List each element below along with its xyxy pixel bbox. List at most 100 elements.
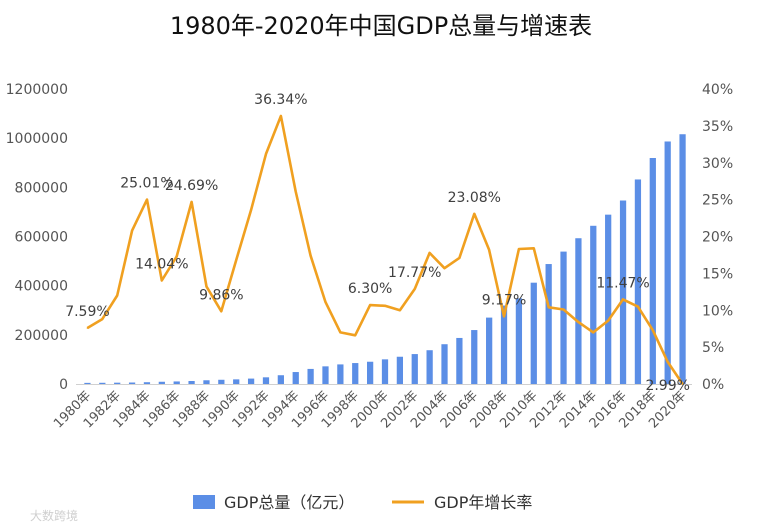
gdp-bar — [679, 134, 686, 384]
y-left-tick-label: 1000000 — [6, 131, 68, 147]
growth-point — [473, 212, 476, 215]
y-right-tick-label: 40% — [702, 82, 733, 98]
watermark-text: 大数跨境 — [30, 508, 78, 523]
y-right-tick-label: 30% — [702, 156, 733, 172]
gdp-bar — [322, 366, 329, 384]
growth-point — [235, 259, 238, 261]
growth-data-label: 7.59% — [65, 304, 109, 320]
growth-data-label: 17.77% — [388, 265, 441, 281]
y-left-tick-label: 0 — [59, 377, 68, 393]
growth-point — [592, 331, 595, 334]
gdp-bar — [84, 382, 91, 384]
y-left-tick-label: 400000 — [15, 279, 68, 295]
gdp-bar — [575, 238, 582, 384]
gdp-bar — [396, 356, 404, 384]
gdp-bar — [203, 380, 210, 384]
growth-point — [175, 255, 178, 258]
growth-point — [562, 308, 565, 311]
gdp-bar — [292, 372, 299, 384]
gdp-bar — [337, 364, 344, 384]
growth-point — [309, 254, 312, 257]
growth-line-series — [86, 114, 684, 385]
legend-bar-swatch — [193, 495, 215, 509]
gdp-bar — [426, 350, 433, 384]
y-left-tick-label: 800000 — [15, 180, 68, 196]
growth-point — [220, 310, 223, 313]
y-right-tick-label: 10% — [702, 303, 733, 319]
growth-point — [488, 248, 490, 251]
y-left-tick-label: 1200000 — [6, 82, 68, 98]
gdp-bar — [143, 382, 151, 384]
gdp-bar — [307, 368, 314, 384]
growth-point — [190, 201, 193, 203]
growth-point — [369, 304, 371, 306]
gdp-bar — [515, 298, 523, 384]
gdp-bar — [114, 382, 121, 384]
x-axis-ticks: 1980年1982年1984年1986年1988年1990年1992年1994年… — [51, 388, 689, 431]
growth-data-label: 24.69% — [165, 178, 218, 194]
growth-point — [101, 318, 104, 320]
growth-point — [443, 267, 446, 270]
y-right-tick-label: 35% — [702, 119, 733, 135]
gdp-bar — [262, 377, 270, 384]
gdp-bar — [471, 330, 478, 384]
gdp-bar — [381, 359, 389, 384]
gdp-bar — [188, 381, 195, 384]
growth-point — [458, 257, 461, 259]
gdp-bar — [277, 375, 284, 384]
growth-point — [339, 331, 342, 334]
growth-data-labels: 7.59%25.01%14.04%24.69%9.86%36.34%6.30%1… — [65, 92, 690, 394]
growth-point — [428, 252, 431, 254]
y-right-tick-label: 15% — [702, 266, 733, 282]
y-left-axis: 0 200000 400000 600000 800000 1000000 1200000 — [6, 82, 68, 393]
growth-point — [250, 209, 252, 211]
y-right-tick-label: 0% — [702, 377, 724, 393]
y-right-tick-label: 5% — [702, 340, 724, 356]
gdp-bar — [233, 379, 240, 384]
growth-point — [681, 383, 684, 385]
chart-title: 1980年-2020年中国GDP总量与增速表 — [170, 12, 592, 40]
growth-data-label: 14.04% — [135, 256, 188, 272]
gdp-bar — [560, 251, 567, 384]
legend: GDP总量（亿元） GDP年增长率 — [193, 493, 532, 512]
growth-point — [532, 247, 535, 250]
growth-point — [384, 305, 386, 307]
growth-point — [547, 306, 550, 309]
gdp-bar — [158, 381, 165, 384]
growth-data-label: 11.47% — [596, 275, 649, 291]
gdp-bar — [664, 141, 671, 384]
gdp-bar — [99, 382, 106, 384]
growth-point — [86, 327, 89, 329]
growth-point — [503, 315, 505, 318]
growth-point — [518, 248, 520, 250]
growth-point — [399, 309, 401, 312]
growth-point — [294, 190, 297, 193]
growth-point — [652, 329, 654, 331]
gdp-bar — [500, 305, 508, 384]
y-right-tick-label: 20% — [702, 230, 733, 246]
growth-point — [577, 321, 580, 323]
gdp-bar — [634, 179, 642, 384]
gdp-bar — [619, 200, 627, 384]
gdp-bar-series — [84, 134, 686, 384]
growth-point — [354, 334, 357, 337]
legend-line-label: GDP年增长率 — [434, 493, 532, 512]
growth-point — [280, 115, 282, 117]
gdp-bar — [218, 379, 225, 384]
gdp-bar — [456, 337, 463, 384]
gdp-bar — [366, 361, 374, 384]
growth-point — [131, 229, 133, 232]
y-right-tick-label: 25% — [702, 193, 733, 209]
growth-point — [666, 361, 669, 363]
gdp-bar — [441, 344, 448, 384]
growth-data-label: 9.17% — [482, 292, 526, 308]
gdp-bar — [545, 264, 552, 384]
growth-point — [146, 198, 148, 201]
growth-data-label: 9.86% — [199, 287, 243, 303]
gdp-bar — [590, 225, 597, 384]
gdp-bar — [247, 378, 255, 384]
gdp-bar — [486, 317, 493, 384]
gdp-bar — [649, 158, 656, 384]
growth-point — [265, 153, 267, 155]
